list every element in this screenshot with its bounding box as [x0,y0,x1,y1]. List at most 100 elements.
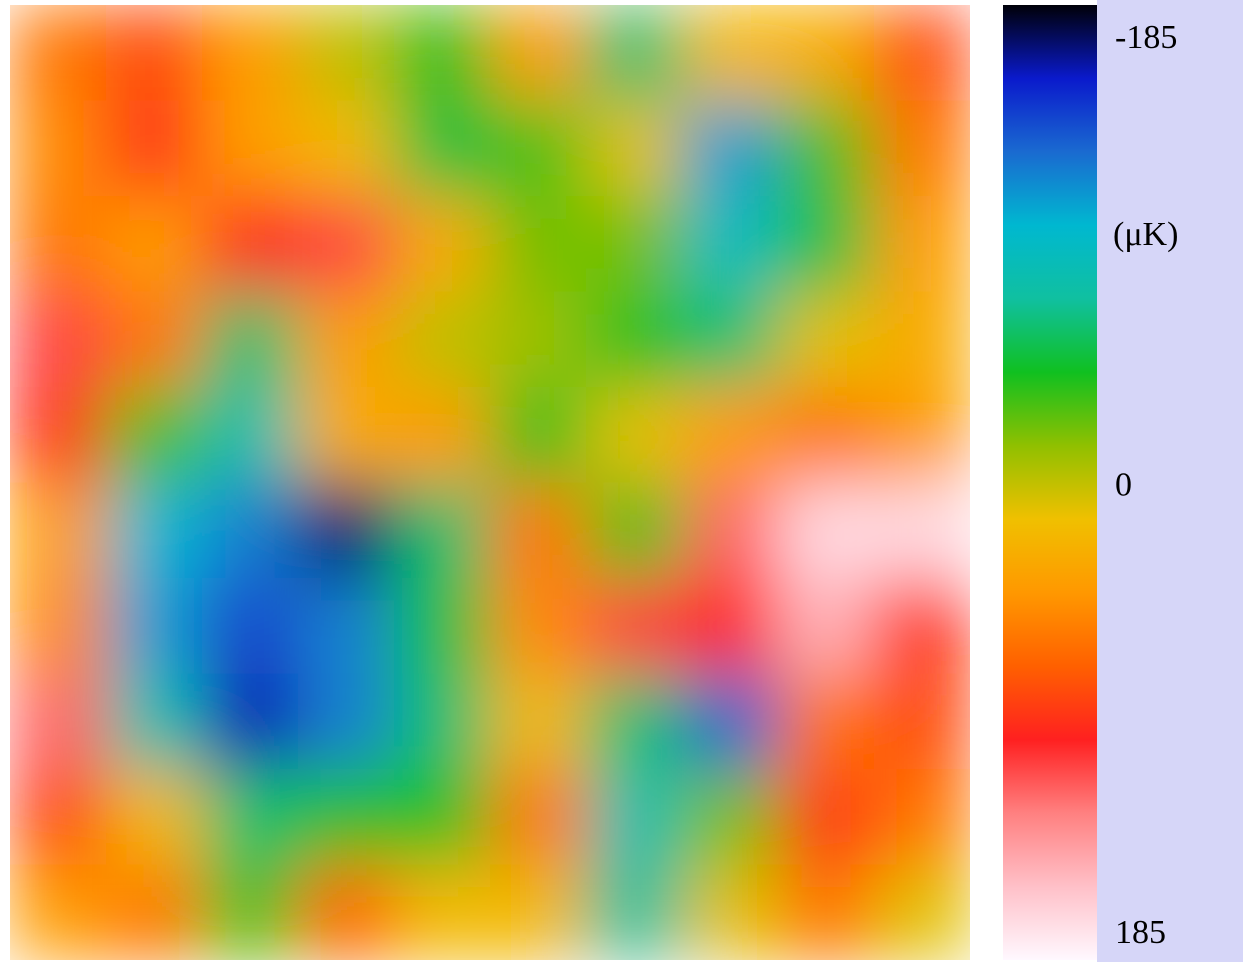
map-cell [682,291,779,388]
map-cell [202,196,299,292]
map-cell [586,100,683,197]
map-cell [490,5,587,101]
map-cell [10,673,107,770]
map-cell [298,673,395,770]
map-cell [202,673,299,770]
legend-panel [1097,0,1243,962]
map-cell [10,578,107,674]
map-cell [298,291,395,388]
map-cell [682,864,779,960]
map-cell [874,387,970,483]
map-cell [874,196,970,292]
map-cell [874,5,970,101]
map-cell [298,769,395,865]
map-cell [682,673,779,770]
map-cell [490,578,587,674]
map-cell [682,769,779,865]
map-cell [874,864,970,960]
map-cell [394,387,491,483]
map-cell [586,673,683,770]
map-cell [298,864,395,960]
map-cell [874,578,970,674]
map-cell [586,387,683,483]
map-cell [202,100,299,197]
map-cell [10,196,107,292]
map-cell [490,291,587,388]
map-cell [106,769,203,865]
map-cell [778,578,875,674]
map-cell [394,100,491,197]
map-cell [10,864,107,960]
map-cell [778,482,875,579]
map-cell [298,578,395,674]
map [10,5,970,960]
map-cell [682,578,779,674]
map-cell [202,769,299,865]
map-cell [202,482,299,579]
colorbar [1003,5,1097,960]
map-cell [106,5,203,101]
map-cell [490,673,587,770]
map-cell [394,578,491,674]
map-cell [202,578,299,674]
map-cell [10,100,107,197]
map-cell [298,100,395,197]
map-cell [106,578,203,674]
map-cell [490,769,587,865]
map-cell [586,291,683,388]
map-cell [202,864,299,960]
map-cell [394,673,491,770]
map-cell [10,769,107,865]
map-cell [394,482,491,579]
map-field [10,5,970,960]
map-cell [874,673,970,770]
map-cell [874,769,970,865]
map-cell [778,196,875,292]
map-cell [394,769,491,865]
map-cell [586,578,683,674]
map-cell [586,196,683,292]
map-cell [106,387,203,483]
map-cell [778,769,875,865]
map-cell [10,291,107,388]
map-cell [682,387,779,483]
colorbar-tick-label: 185 [1115,914,1166,951]
map-cell [10,387,107,483]
map-cell [490,100,587,197]
unit-label: (μK) [1113,216,1178,253]
map-cell [682,196,779,292]
map-cell [394,196,491,292]
map-cell [298,196,395,292]
map-cell [10,5,107,101]
map-cell [586,769,683,865]
map-cell [106,482,203,579]
map-cell [106,291,203,388]
map-cell [874,100,970,197]
map-cell [298,5,395,101]
map-cell [202,387,299,483]
map-cell [298,387,395,483]
map-cell [682,482,779,579]
map-cell [778,673,875,770]
map-cell [394,864,491,960]
map-cell [298,482,395,579]
map-cell [490,482,587,579]
map-cell [586,5,683,101]
map-cell [874,291,970,388]
map-cell [586,482,683,579]
map-cell [394,5,491,101]
map-cell [394,291,491,388]
map-cell [202,5,299,101]
map-cell [778,100,875,197]
map-cell [106,196,203,292]
colorbar-tick-label: -185 [1115,19,1177,56]
map-cell [778,291,875,388]
map-cell [106,100,203,197]
map-cell [682,5,779,101]
map-cell [490,196,587,292]
map-cell [490,387,587,483]
map-cell [778,387,875,483]
map-cell [874,482,970,579]
map-cell [586,864,683,960]
